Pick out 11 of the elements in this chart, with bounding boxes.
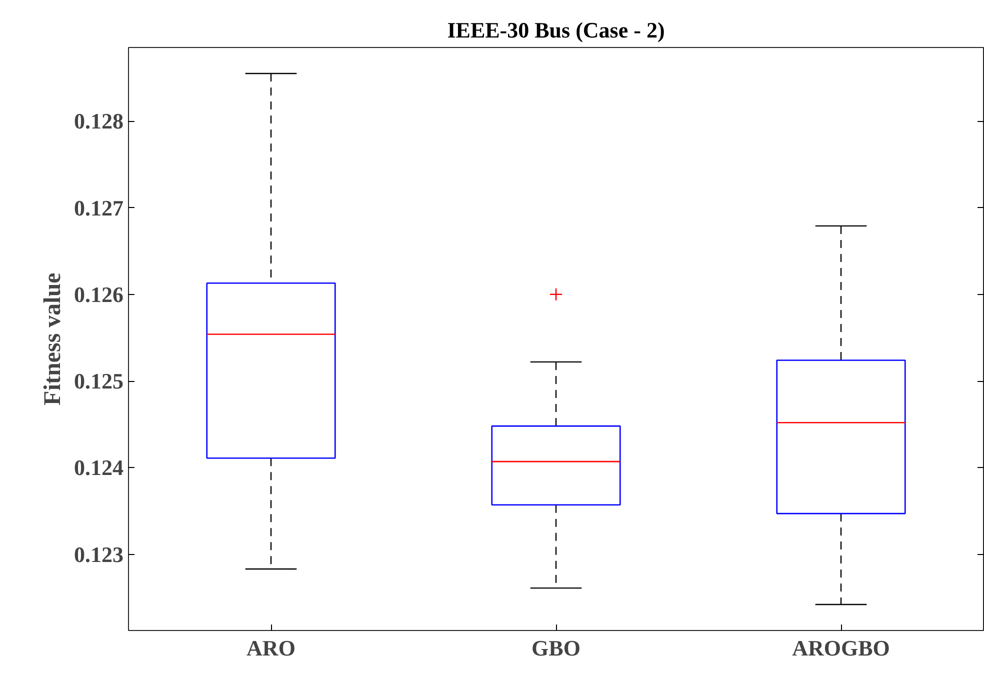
y-tick-label: 0.124 (74, 455, 124, 480)
y-tick-label: 0.128 (74, 108, 124, 134)
y-axis-title: Fitness value (40, 272, 66, 406)
y-tick-label: 0.125 (74, 368, 124, 394)
x-tick-label: AROGBO (792, 636, 890, 660)
x-tick-label: GBO (532, 636, 580, 660)
y-tick-label: 0.126 (74, 282, 124, 307)
y-tick-label: 0.123 (74, 542, 124, 567)
x-tick-label: ARO (246, 636, 296, 660)
y-tick-label: 0.127 (74, 195, 124, 220)
chart-title: IEEE-30 Bus (Case - 2) (447, 18, 665, 42)
